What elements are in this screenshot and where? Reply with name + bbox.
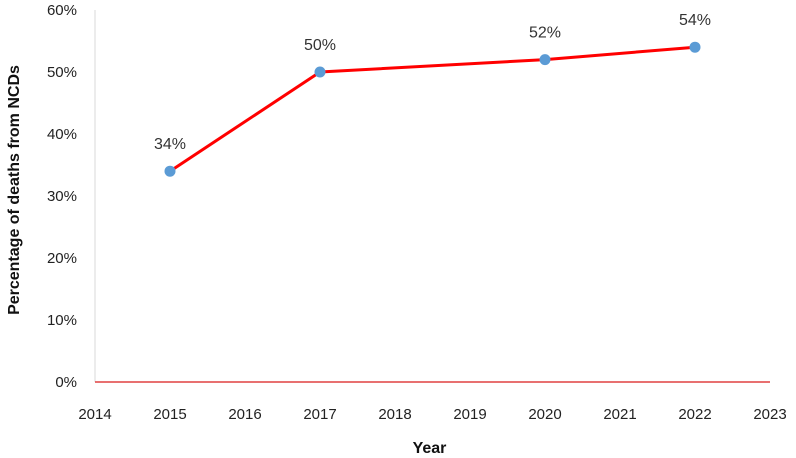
x-tick-label: 2022 bbox=[678, 406, 711, 423]
data-label: 50% bbox=[304, 37, 336, 54]
data-point bbox=[314, 66, 326, 78]
data-label: 54% bbox=[679, 12, 711, 29]
x-tick-label: 2014 bbox=[78, 406, 111, 423]
x-tick-label: 2016 bbox=[228, 406, 261, 423]
data-label: 52% bbox=[529, 25, 561, 42]
plot-area: 34% 50% 52% 54% bbox=[154, 12, 711, 177]
y-axis: 0% 10% 20% 30% 40% 50% 60% bbox=[47, 2, 96, 391]
x-tick-label: 2015 bbox=[153, 406, 186, 423]
x-tick-label: 2019 bbox=[453, 406, 486, 423]
y-axis-title: Percentage of deaths from NCDs bbox=[6, 65, 23, 315]
x-tick-label: 2021 bbox=[603, 406, 636, 423]
x-tick-label: 2023 bbox=[753, 406, 786, 423]
y-tick-label: 60% bbox=[47, 2, 77, 19]
x-tick-label: 2017 bbox=[303, 406, 336, 423]
y-tick-label: 10% bbox=[47, 312, 77, 329]
data-point bbox=[689, 41, 701, 53]
y-tick-label: 20% bbox=[47, 250, 77, 267]
series-line bbox=[169, 45, 696, 173]
data-label: 34% bbox=[154, 136, 186, 153]
y-tick-label: 50% bbox=[47, 64, 77, 81]
y-tick-label: 30% bbox=[47, 188, 77, 205]
y-tick-label: 40% bbox=[47, 126, 77, 143]
x-tick-label: 2018 bbox=[378, 406, 411, 423]
data-point bbox=[164, 165, 176, 177]
x-axis-title: Year bbox=[413, 440, 447, 457]
x-axis: 2014 2015 2016 2017 2018 2019 2020 2021 2022 2023 bbox=[78, 381, 787, 423]
x-tick-label: 2020 bbox=[528, 406, 561, 423]
data-point bbox=[539, 54, 551, 66]
y-tick-label: 0% bbox=[55, 374, 77, 391]
